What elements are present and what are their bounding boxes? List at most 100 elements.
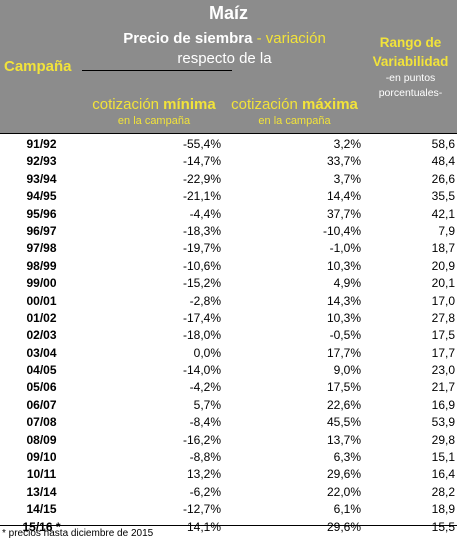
campana-cell: 10/11 — [26, 467, 57, 482]
max-cell: 13,7% — [326, 432, 361, 447]
campana-cell: 03/04 — [26, 345, 57, 360]
max-cell: 10,3% — [326, 258, 361, 273]
min-cell: -15,2% — [182, 276, 221, 291]
min-cell: -8,8% — [189, 450, 221, 465]
campana-cell: 97/98 — [26, 241, 57, 256]
min-cell: -4,4% — [189, 206, 221, 221]
table-row: 98/99 -10,6% 10,3% 20,9 — [0, 258, 457, 275]
max-cell: 22,0% — [326, 484, 361, 499]
max-cell: -10,4% — [322, 223, 361, 238]
campana-cell: 98/99 — [26, 258, 57, 273]
table-row: 15/16 * 14,1% 29,6% 15,5 — [0, 519, 457, 536]
rango-cell: 16,9 — [431, 397, 455, 412]
min-cell: -55,4% — [182, 137, 221, 151]
rango-cell: 18,9 — [431, 502, 455, 517]
table-row: 04/05 -14,0% 9,0% 23,0 — [0, 362, 457, 379]
campana-cell: 07/08 — [26, 415, 57, 430]
col-max-bold: máxima — [302, 96, 358, 113]
max-cell: 6,1% — [333, 502, 361, 517]
campana-cell: 01/02 — [26, 310, 57, 325]
campana-cell: 96/97 — [26, 223, 57, 238]
table-row: 99/00 -15,2% 4,9% 20,1 — [0, 275, 457, 292]
col-max-header: cotización máxima — [222, 96, 367, 113]
rango-cell: 58,6 — [431, 137, 455, 151]
max-cell: 9,0% — [333, 363, 361, 378]
min-cell: -12,7% — [182, 502, 221, 517]
min-cell: 13,2% — [186, 467, 221, 482]
max-cell: 14,4% — [326, 189, 361, 204]
campana-cell: 15/16 * — [22, 519, 61, 534]
precio-header-variacion: - variación — [252, 30, 326, 47]
table-row: 03/04 0,0% 17,7% 17,7 — [0, 345, 457, 362]
col-min-header: cotización mínima — [79, 96, 229, 113]
rango-cell: 15,1 — [431, 450, 455, 465]
campana-cell: 99/00 — [26, 276, 57, 291]
rango-cell: 21,7 — [431, 380, 455, 395]
data-rows: 91/92 -55,4% 3,2% 58,6 92/93 -14,7% 33,7% 48,4 9… — [0, 136, 457, 536]
table-row: 08/09 -16,2% 13,7% 29,8 — [0, 432, 457, 449]
min-cell: -8,4% — [189, 415, 221, 430]
campana-header: Campaña — [4, 58, 72, 75]
table-row: 10/11 13,2% 29,6% 16,4 — [0, 466, 457, 483]
min-cell: -18,3% — [182, 223, 221, 238]
campana-cell: 14/15 — [26, 502, 57, 517]
table-row: 97/98 -19,7% -1,0% 18,7 — [0, 240, 457, 257]
max-cell: -1,0% — [329, 241, 361, 256]
max-cell: 3,2% — [333, 137, 361, 151]
precio-header: Precio de siembra - variación respecto d… — [82, 29, 367, 69]
min-cell: -22,9% — [182, 171, 221, 186]
table-row: 94/95 -21,1% 14,4% 35,5 — [0, 188, 457, 205]
max-cell: 45,5% — [326, 415, 361, 430]
max-cell: 17,7% — [326, 345, 361, 360]
table-row: 07/08 -8,4% 45,5% 53,9 — [0, 414, 457, 431]
rango-cell: 15,5 — [431, 519, 455, 534]
max-cell: 22,6% — [326, 397, 361, 412]
rango-cell: 28,2 — [431, 484, 455, 499]
rango-cell: 35,5 — [431, 189, 455, 204]
rango-cell: 20,1 — [431, 276, 455, 291]
rango-cell: 17,7 — [431, 345, 455, 360]
max-cell: 4,9% — [333, 276, 361, 291]
min-cell: -17,4% — [182, 310, 221, 325]
col-min-bold: mínima — [163, 96, 216, 113]
max-cell: 10,3% — [326, 310, 361, 325]
col-max-sub: en la campaña — [258, 115, 331, 127]
campana-cell: 04/05 — [26, 363, 57, 378]
table-row: 92/93 -14,7% 33,7% 48,4 — [0, 153, 457, 170]
table-row: 00/01 -2,8% 14,3% 17,0 — [0, 293, 457, 310]
rango-cell: 23,0 — [431, 363, 455, 378]
max-cell: 33,7% — [326, 154, 361, 169]
rango-cell: 17,5 — [431, 328, 455, 343]
rango-header: Rango de Variabilidad — [372, 35, 449, 69]
min-cell: -14,0% — [182, 363, 221, 378]
max-cell: 3,7% — [333, 171, 361, 186]
table-row: 93/94 -22,9% 3,7% 26,6 — [0, 171, 457, 188]
min-cell: 0,0% — [193, 345, 221, 360]
rango-note: -en puntos porcentuales- — [378, 72, 443, 99]
max-cell: 37,7% — [326, 206, 361, 221]
table-row: 09/10 -8,8% 6,3% 15,1 — [0, 449, 457, 466]
header-bottom-rule — [0, 133, 457, 134]
precio-header-bold: Precio de siembra — [123, 30, 253, 47]
campana-cell: 00/01 — [26, 293, 57, 308]
campana-cell: 02/03 — [26, 328, 57, 343]
table-row: 05/06 -4,2% 17,5% 21,7 — [0, 379, 457, 396]
table-row: 91/92 -55,4% 3,2% 58,6 — [0, 136, 457, 153]
min-cell: 5,7% — [193, 397, 221, 412]
campana-cell: 09/10 — [26, 450, 57, 465]
rango-cell: 26,6 — [431, 171, 455, 186]
table-header: Maíz Campaña Precio de siembra - variaci… — [0, 0, 457, 133]
footnote: * precios hasta diciembre de 2015 — [2, 528, 154, 539]
min-cell: -16,2% — [182, 432, 221, 447]
campana-cell: 95/96 — [26, 206, 57, 221]
campana-cell: 13/14 — [26, 484, 57, 499]
table-row: 02/03 -18,0% -0,5% 17,5 — [0, 327, 457, 344]
table-row: 06/07 5,7% 22,6% 16,9 — [0, 397, 457, 414]
min-cell: -10,6% — [182, 258, 221, 273]
min-cell: -4,2% — [189, 380, 221, 395]
rango-cell: 18,7 — [431, 241, 455, 256]
rango-cell: 29,8 — [431, 432, 455, 447]
rango-cell: 17,0 — [431, 293, 455, 308]
min-cell: -18,0% — [182, 328, 221, 343]
table-row: 01/02 -17,4% 10,3% 27,8 — [0, 310, 457, 327]
